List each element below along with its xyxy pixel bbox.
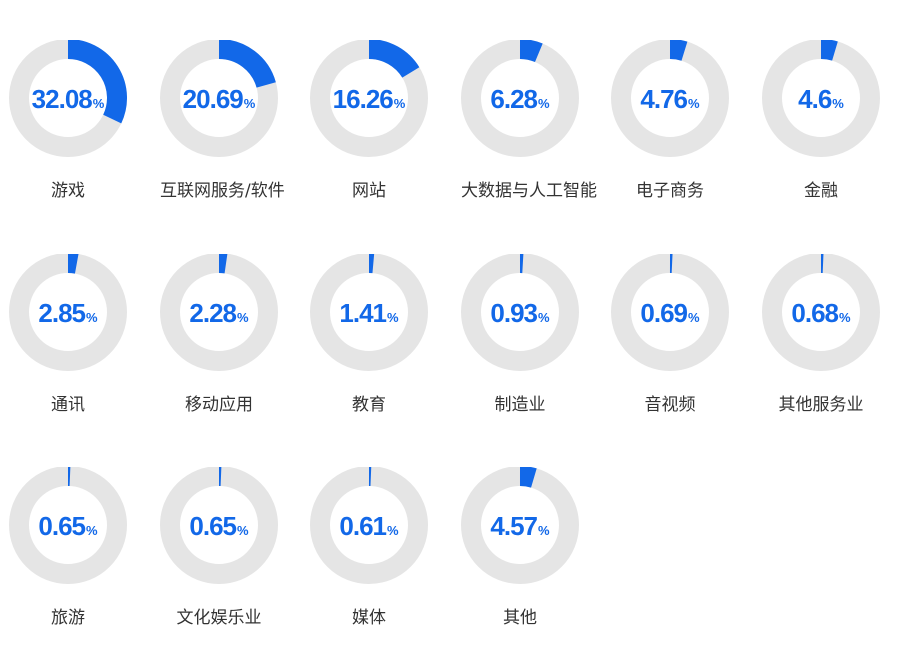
donut-slice xyxy=(219,49,266,85)
category-label: 音视频 xyxy=(611,390,729,415)
donut-item: 2.85% 通讯 xyxy=(0,254,150,434)
donut-slice xyxy=(369,49,411,72)
donut-item: 0.65% 文化娱乐业 xyxy=(151,467,301,647)
percent-value: 2.85 xyxy=(38,298,85,328)
category-label: 电子商务 xyxy=(611,176,729,201)
percent-label: 0.65% xyxy=(160,512,278,545)
percent-unit: % xyxy=(86,310,98,325)
percent-unit: % xyxy=(244,96,256,111)
donut-item: 2.28% 移动应用 xyxy=(151,254,301,434)
percent-label: 6.28% xyxy=(461,85,579,118)
percent-value: 0.93 xyxy=(490,298,537,328)
donut-item: 6.28% 大数据与人工智能 xyxy=(452,40,602,220)
percent-label: 0.93% xyxy=(461,299,579,332)
percent-label: 4.6% xyxy=(762,85,880,118)
donut-slice xyxy=(520,476,534,478)
percent-unit: % xyxy=(387,523,399,538)
category-label: 游戏 xyxy=(9,176,127,201)
percent-label: 32.08% xyxy=(9,85,127,118)
donut-slice xyxy=(219,263,226,264)
percent-unit: % xyxy=(839,310,851,325)
percent-value: 2.28 xyxy=(189,298,236,328)
donut-item: 16.26% 网站 xyxy=(301,40,451,220)
percent-unit: % xyxy=(538,523,550,538)
percent-label: 20.69% xyxy=(160,85,278,118)
percent-value: 32.08 xyxy=(32,84,92,114)
donut-slice xyxy=(520,49,539,53)
percent-label: 4.76% xyxy=(611,85,729,118)
percent-value: 6.28 xyxy=(490,84,537,114)
category-label: 教育 xyxy=(310,390,428,415)
percent-value: 4.6 xyxy=(798,84,831,114)
percent-value: 0.69 xyxy=(640,298,687,328)
percent-label: 0.61% xyxy=(310,512,428,545)
percent-unit: % xyxy=(237,310,249,325)
percent-unit: % xyxy=(394,96,406,111)
percent-value: 4.76 xyxy=(640,84,687,114)
percent-unit: % xyxy=(538,96,550,111)
donut-item: 0.68% 其他服务业 xyxy=(753,254,903,434)
category-label: 媒体 xyxy=(310,603,428,628)
category-label: 制造业 xyxy=(461,390,579,415)
donut-slice xyxy=(821,49,835,51)
donut-item: 1.41% 教育 xyxy=(301,254,451,434)
percent-label: 16.26% xyxy=(310,85,428,118)
percent-label: 1.41% xyxy=(310,299,428,332)
percent-label: 0.68% xyxy=(762,299,880,332)
category-label: 大数据与人工智能 xyxy=(461,176,579,201)
category-label: 金融 xyxy=(762,176,880,201)
percent-label: 0.65% xyxy=(9,512,127,545)
percent-label: 0.69% xyxy=(611,299,729,332)
donut-item: 4.76% 电子商务 xyxy=(602,40,752,220)
percent-unit: % xyxy=(86,523,98,538)
percent-unit: % xyxy=(93,96,105,111)
percent-unit: % xyxy=(538,310,550,325)
percent-unit: % xyxy=(688,96,700,111)
category-label: 通讯 xyxy=(9,390,127,415)
percent-value: 0.65 xyxy=(189,511,236,541)
percent-value: 4.57 xyxy=(490,511,537,541)
category-label: 移动应用 xyxy=(160,390,278,415)
percent-label: 2.28% xyxy=(160,299,278,332)
donut-grid: 32.08% 游戏 20.69% 互联网服务/软件 16.26% 网站 6.28% 大数据与人… xyxy=(0,0,904,633)
category-label: 其他 xyxy=(461,603,579,628)
percent-label: 2.85% xyxy=(9,299,127,332)
percent-value: 0.65 xyxy=(38,511,85,541)
percent-label: 4.57% xyxy=(461,512,579,545)
donut-item: 4.57% 其他 xyxy=(452,467,602,647)
donut-item: 20.69% 互联网服务/软件 xyxy=(151,40,301,220)
donut-item: 0.93% 制造业 xyxy=(452,254,602,434)
category-label: 互联网服务/软件 xyxy=(160,176,278,201)
percent-value: 1.41 xyxy=(339,298,386,328)
donut-item: 32.08% 游戏 xyxy=(0,40,150,220)
category-label: 旅游 xyxy=(9,603,127,628)
percent-value: 0.68 xyxy=(791,298,838,328)
percent-unit: % xyxy=(832,96,844,111)
category-label: 文化娱乐业 xyxy=(160,603,278,628)
percent-unit: % xyxy=(387,310,399,325)
donut-item: 4.6% 金融 xyxy=(753,40,903,220)
percent-unit: % xyxy=(688,310,700,325)
percent-value: 0.61 xyxy=(339,511,386,541)
donut-slice xyxy=(68,263,77,264)
category-label: 网站 xyxy=(310,176,428,201)
donut-item: 0.65% 旅游 xyxy=(0,467,150,647)
percent-value: 20.69 xyxy=(183,84,243,114)
percent-value: 16.26 xyxy=(333,84,393,114)
donut-slice xyxy=(670,49,684,51)
donut-item: 0.61% 媒体 xyxy=(301,467,451,647)
category-label: 其他服务业 xyxy=(762,390,880,415)
percent-unit: % xyxy=(237,523,249,538)
donut-item: 0.69% 音视频 xyxy=(602,254,752,434)
